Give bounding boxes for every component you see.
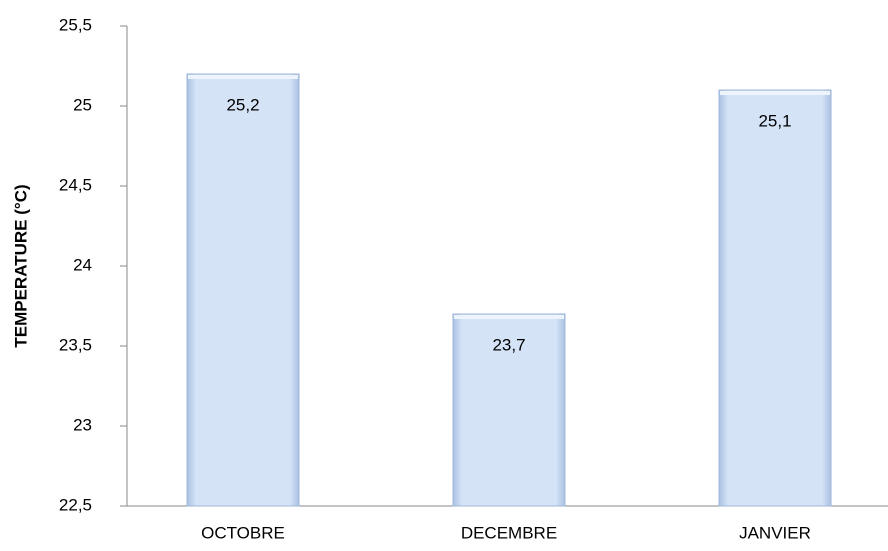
x-tick-label: OCTOBRE [201, 523, 285, 542]
value-label: 25,1 [758, 111, 791, 130]
y-tick-label: 23,5 [59, 335, 92, 354]
bar [718, 89, 832, 507]
bar-highlight [188, 75, 298, 79]
y-tick-label: 24 [73, 255, 92, 274]
y-tick-label: 22,5 [59, 495, 92, 514]
y-tick-label: 25 [73, 95, 92, 114]
y-tick-label: 24,5 [59, 175, 92, 194]
value-label: 23,7 [492, 335, 525, 354]
y-tick-label: 25,5 [59, 15, 92, 34]
bar [186, 73, 300, 507]
bar-highlight [720, 91, 830, 95]
y-axis-label: TEMPERATURE (°C) [11, 184, 30, 347]
x-tick-label: DECEMBRE [461, 523, 557, 542]
y-tick-label: 23 [73, 415, 92, 434]
value-label: 25,2 [226, 95, 259, 114]
x-tick-label: JANVIER [739, 523, 811, 542]
bar [452, 313, 566, 507]
bar-highlight [454, 315, 564, 319]
